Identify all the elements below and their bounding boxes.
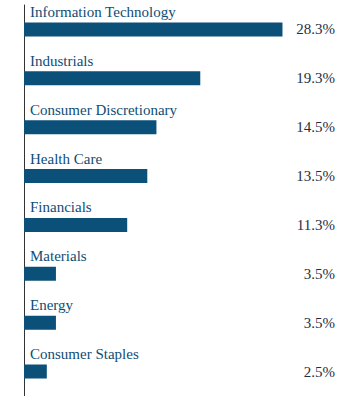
svg-text:3.5%: 3.5% bbox=[304, 266, 335, 282]
svg-text:Consumer Staples: Consumer Staples bbox=[30, 346, 139, 362]
svg-text:Energy: Energy bbox=[30, 297, 74, 313]
svg-text:Consumer Discretionary: Consumer Discretionary bbox=[30, 102, 178, 118]
svg-text:2.5%: 2.5% bbox=[304, 364, 335, 380]
svg-text:Information Technology: Information Technology bbox=[30, 4, 176, 20]
svg-text:Materials: Materials bbox=[30, 248, 87, 264]
svg-text:3.5%: 3.5% bbox=[304, 315, 335, 331]
svg-text:11.3%: 11.3% bbox=[297, 217, 335, 233]
svg-text:13.5%: 13.5% bbox=[296, 168, 335, 184]
svg-text:Health Care: Health Care bbox=[30, 151, 102, 167]
svg-text:Financials: Financials bbox=[30, 199, 92, 215]
svg-text:14.5%: 14.5% bbox=[296, 119, 335, 135]
svg-text:28.3%: 28.3% bbox=[296, 21, 335, 37]
svg-text:19.3%: 19.3% bbox=[296, 70, 335, 86]
svg-text:Industrials: Industrials bbox=[30, 53, 93, 69]
